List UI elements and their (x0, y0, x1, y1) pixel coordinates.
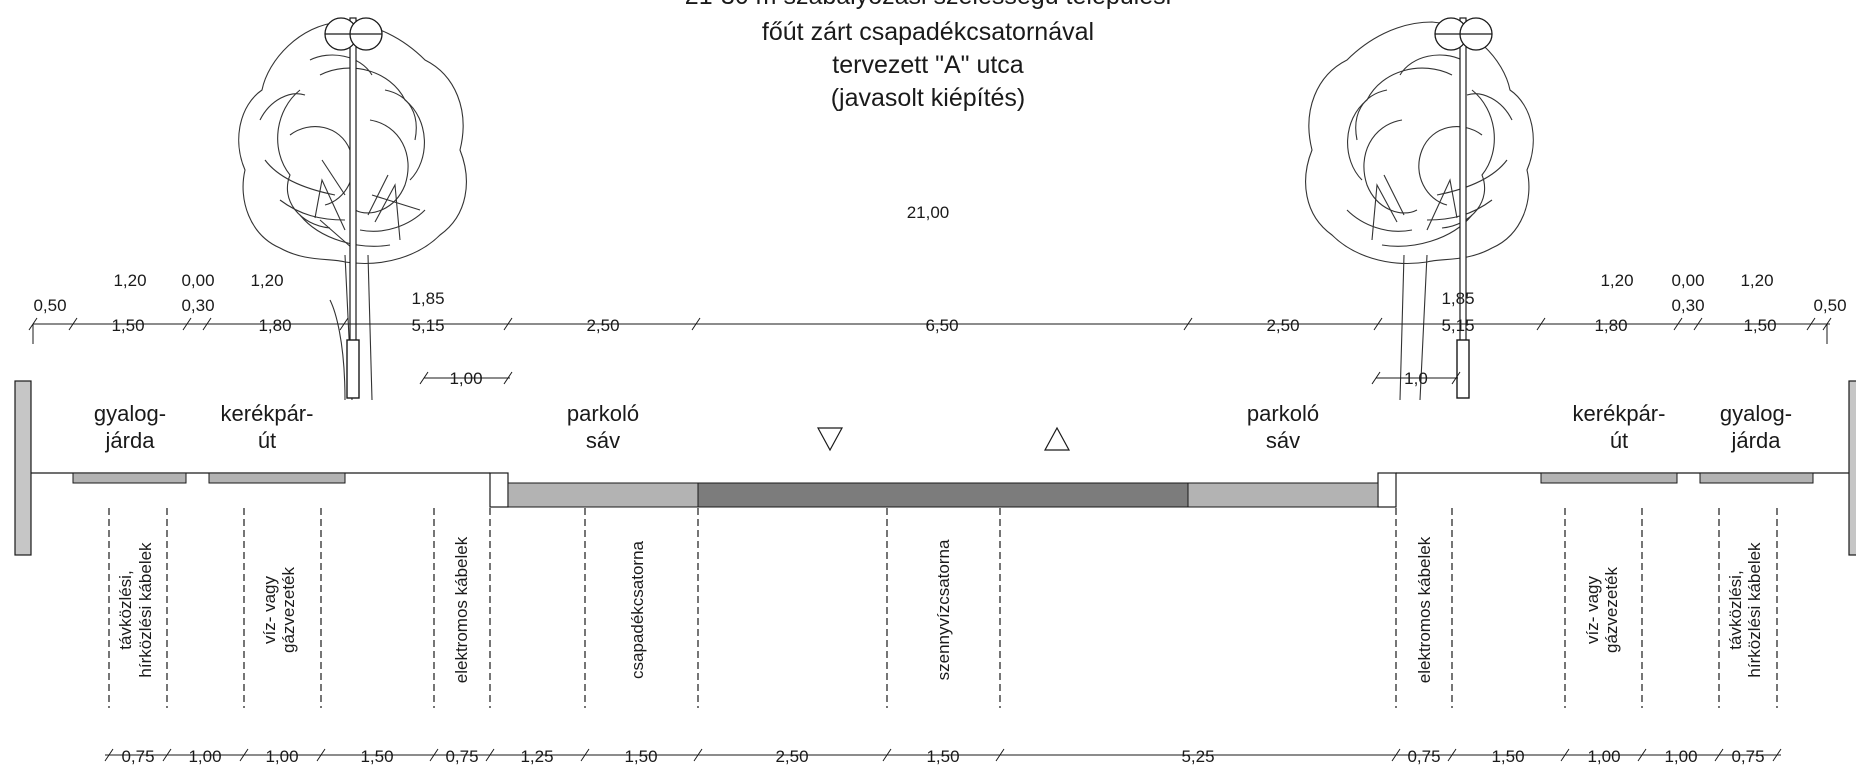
dim-050-left: 0,50 (33, 296, 66, 315)
bottom-dim-15: 0,75 (1731, 747, 1764, 766)
label-gyalog-left-1: gyalog- (94, 401, 166, 426)
utility-elektromos-right: elektromos kábelek (1415, 536, 1434, 683)
dim-120b-right: 1,20 (1740, 271, 1773, 290)
dim-150-left: 1,50 (111, 316, 144, 335)
dim-250-right: 2,50 (1266, 316, 1299, 335)
dim-000-left: 0,00 (181, 271, 214, 290)
title-line-3: tervezett "A" utca (832, 51, 1024, 79)
bottom-dim-5: 0,75 (445, 747, 478, 766)
utility-viz-right-2: gázvezeték (1602, 567, 1621, 653)
dim-515-right: 5,15 (1441, 316, 1474, 335)
bottom-dimension-chain: 0,75 1,00 1,00 1,50 0,75 1,25 1,50 2,50 … (104, 747, 1782, 766)
bottom-dim-10: 5,25 (1181, 747, 1214, 766)
cross-section-surfaces (14, 380, 1856, 556)
total-width-dimension: 21,00 (907, 203, 950, 222)
bottom-dim-1: 0,75 (121, 747, 154, 766)
bikeway-left (208, 472, 346, 484)
sidewalk-left (72, 472, 187, 484)
bottom-dim-6: 1,25 (520, 747, 553, 766)
lamp-right (1434, 17, 1493, 399)
surface-labels: gyalog- járda kerékpár- út parkoló sáv p… (94, 401, 1792, 453)
dim-185-left: 1,85 (411, 289, 444, 308)
label-gyalog-right-2: járda (1731, 428, 1782, 453)
title-block: 21-30 m szabályozási szélességű települé… (685, 0, 1171, 112)
label-kerekpar-left-2: út (258, 428, 276, 453)
parking-lane-right (1187, 482, 1379, 508)
curb-right (1377, 472, 1397, 508)
direction-up-icon (1043, 426, 1071, 451)
utility-tavkozlesi-right-2: hírközlési kábelek (1745, 542, 1764, 678)
utility-tavkozlesi-left-1: távközlési, (116, 570, 135, 649)
dim-10-right: 1,0 (1404, 369, 1428, 388)
bottom-dim-13: 1,00 (1587, 747, 1620, 766)
utility-tavkozlesi-left-2: hírközlési kábelek (136, 542, 155, 678)
title-line-1: 21-30 m szabályozási szélességű települé… (685, 0, 1171, 10)
label-parkolo-left-1: parkoló (567, 401, 639, 426)
direction-down-icon (816, 427, 844, 452)
dim-000-right: 0,00 (1671, 271, 1704, 290)
sidewalk-right (1699, 472, 1814, 484)
tree-right (1305, 21, 1534, 401)
dim-120b-left: 1,20 (250, 271, 283, 290)
dim-150-right: 1,50 (1743, 316, 1776, 335)
bottom-dim-11: 0,75 (1407, 747, 1440, 766)
curb-left (489, 472, 509, 508)
utility-szenny: szennyvízcsatorna (934, 539, 953, 680)
bottom-dim-2: 1,00 (188, 747, 221, 766)
dim-250-left: 2,50 (586, 316, 619, 335)
fence-left (14, 380, 32, 556)
bottom-dim-3: 1,00 (265, 747, 298, 766)
bottom-dim-12: 1,50 (1491, 747, 1524, 766)
dim-180-left: 1,80 (258, 316, 291, 335)
dim-650: 6,50 (925, 316, 958, 335)
label-parkolo-left-2: sáv (586, 428, 620, 453)
utility-labels: távközlési, hírközlési kábelek víz- vagy… (116, 536, 1764, 683)
utility-lines (108, 508, 1778, 708)
tree-left (238, 17, 467, 401)
carriageway (697, 482, 1189, 508)
bikeway-right (1540, 472, 1678, 484)
utility-tavkozlesi-right-1: távközlési, (1726, 570, 1745, 649)
title-line-4: (javasolt kiépítés) (831, 84, 1026, 112)
utility-viz-left-1: víz- vagy (260, 575, 279, 644)
bottom-dim-8: 2,50 (775, 747, 808, 766)
label-kerekpar-right-2: út (1610, 428, 1628, 453)
utility-elektromos-left: elektromos kábelek (452, 536, 471, 683)
utility-viz-left-2: gázvezeték (279, 567, 298, 653)
label-kerekpar-left-1: kerékpár- (221, 401, 314, 426)
label-gyalog-right-1: gyalog- (1720, 401, 1792, 426)
dim-030-left: 0,30 (181, 296, 214, 315)
bottom-dim-4: 1,50 (360, 747, 393, 766)
dim-185-right: 1,85 (1441, 289, 1474, 308)
dim-180-right: 1,80 (1594, 316, 1627, 335)
bottom-dim-7: 1,50 (624, 747, 657, 766)
dim-515-left: 5,15 (411, 316, 444, 335)
label-parkolo-right-2: sáv (1266, 428, 1300, 453)
bottom-dim-14: 1,00 (1664, 747, 1697, 766)
utility-viz-right-1: víz- vagy (1583, 575, 1602, 644)
dim-100-left: 1,00 (449, 369, 482, 388)
dim-030-right: 0,30 (1671, 296, 1704, 315)
title-line-2: főút zárt csapadékcsatornával (762, 18, 1094, 46)
fence-right (1848, 380, 1856, 556)
dim-050-right: 0,50 (1813, 296, 1846, 315)
label-parkolo-right-1: parkoló (1247, 401, 1319, 426)
top-dimension-chain: 0,50 1,50 1,20 0,00 0,30 1,20 1,80 1,85 … (28, 271, 1847, 388)
label-kerekpar-right-1: kerékpár- (1573, 401, 1666, 426)
parking-lane-left (507, 482, 699, 508)
utility-csapadek: csapadékcsatorna (628, 540, 647, 679)
dim-120a-left: 1,20 (113, 271, 146, 290)
label-gyalog-left-2: járda (105, 428, 156, 453)
dim-120a-right: 1,20 (1600, 271, 1633, 290)
bottom-dim-9: 1,50 (926, 747, 959, 766)
